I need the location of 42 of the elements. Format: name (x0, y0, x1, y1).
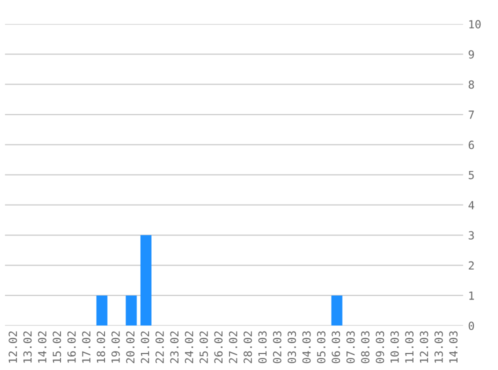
x-tick-label: 15.02 (52, 331, 62, 363)
y-tick-label: 2 (468, 261, 474, 270)
x-tick-label: 24.02 (184, 331, 194, 364)
y-tick-label: 1 (469, 292, 474, 300)
x-tick-label: 22.02 (155, 331, 164, 364)
x-tick-label: 03.03 (288, 331, 296, 364)
x-tick-label: 13.03 (434, 331, 443, 363)
y-tick-label: 5 (468, 170, 474, 180)
x-tick-label: 18.02 (96, 331, 106, 363)
y-tick-label: 4 (468, 201, 474, 210)
x-tick-label: 21.02 (140, 331, 150, 364)
y-tick-label: 9 (468, 50, 474, 59)
x-tick-label: 25.02 (200, 331, 208, 364)
x-tick-label: 12.02 (8, 331, 18, 363)
x-tick-label: 14.03 (449, 331, 458, 363)
y-tick-label: 10 (469, 20, 481, 28)
x-tick-label: 11.03 (405, 331, 414, 363)
x-tick-label: 10.03 (390, 331, 399, 363)
x-tick-label: 16.02 (67, 331, 76, 363)
x-tick-label: 17.02 (82, 331, 90, 363)
x-tick-label: 19.02 (111, 331, 120, 363)
x-tick-label: 28.02 (244, 331, 252, 364)
x-tick-label: 07.03 (346, 331, 355, 364)
x-tick-label: 01.03 (258, 331, 267, 364)
x-tick-label: 04.03 (302, 331, 311, 364)
x-tick-label: 08.03 (361, 331, 370, 364)
x-tick-label: 12.03 (420, 331, 428, 363)
x-tick-label: 06.03 (332, 331, 340, 364)
x-tick-label: 13.02 (23, 331, 32, 363)
x-tick-label: 09.03 (376, 331, 384, 364)
x-tick-label: 14.02 (38, 331, 46, 363)
x-tick-label: 02.03 (272, 331, 282, 364)
x-tick-label: 05.03 (317, 331, 326, 364)
x-tick-label: 20.02 (126, 331, 135, 364)
y-tick-label: 7 (468, 110, 474, 119)
x-tick-label: 26.02 (214, 331, 223, 364)
y-tick-label: 3 (468, 231, 474, 240)
x-tick-label: 27.02 (228, 331, 238, 364)
x-tick-label: 23.02 (170, 331, 179, 364)
y-tick-label: 0 (468, 322, 474, 330)
y-tick-label: 8 (468, 80, 474, 89)
y-tick-label: 6 (468, 140, 474, 150)
